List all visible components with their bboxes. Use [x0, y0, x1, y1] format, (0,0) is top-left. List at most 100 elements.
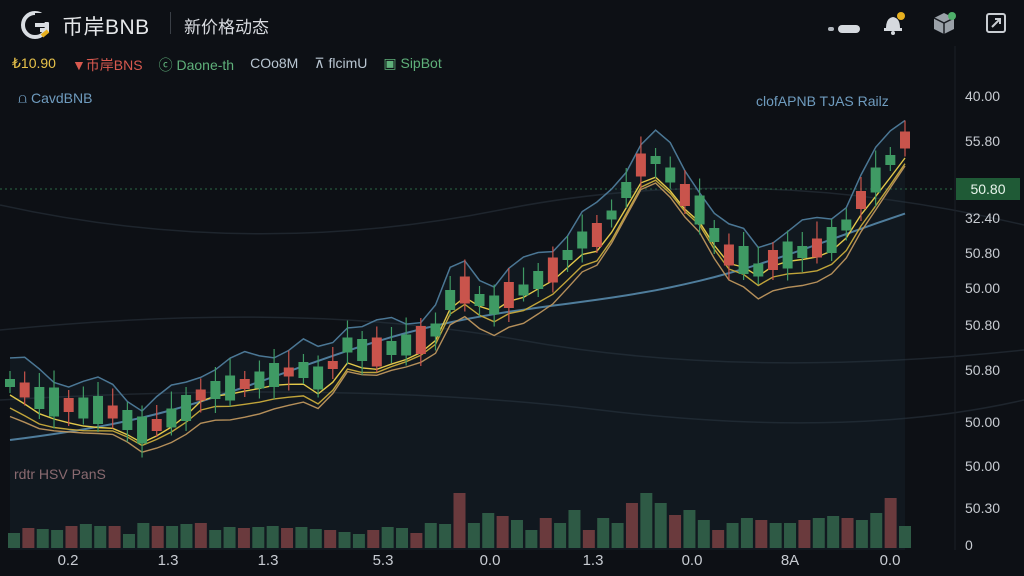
grid-curve	[0, 187, 1024, 235]
volume-bar	[381, 527, 394, 548]
legend-item[interactable]: ⓒ Daone-th	[158, 57, 235, 73]
candle-body	[635, 153, 646, 177]
candle-body	[5, 379, 15, 387]
candle-body	[606, 210, 617, 220]
candle-body	[782, 241, 793, 269]
candle-body	[518, 284, 529, 296]
volume-bar	[424, 523, 437, 548]
upper-band-line	[9, 119, 906, 413]
candle-body	[342, 337, 353, 353]
volume-bar	[22, 528, 35, 548]
volume-bar	[827, 516, 840, 548]
volume-bar	[281, 528, 294, 548]
candle-body	[797, 246, 808, 258]
y-axis-label: 50.00	[965, 414, 1000, 430]
y-axis-label: 50.00	[965, 280, 1000, 296]
volume-bar	[784, 523, 797, 548]
candle-body	[679, 184, 690, 206]
candle-body	[181, 395, 192, 421]
candle-body	[562, 250, 573, 260]
x-axis-label: 1.3	[582, 552, 604, 569]
candle-body	[166, 408, 177, 428]
candle-body	[445, 290, 456, 310]
legend-item[interactable]: ₺10.90	[12, 55, 56, 71]
volume-bar	[798, 520, 811, 548]
volume-bar	[712, 530, 725, 548]
share-icon[interactable]	[983, 10, 1009, 36]
candle-body	[137, 416, 148, 444]
volume-bar	[180, 524, 193, 548]
volume-bar	[237, 528, 250, 548]
candle-body	[78, 397, 89, 419]
volume-bar	[554, 523, 567, 548]
legend-item[interactable]: COo8M	[250, 55, 299, 71]
volume-bar	[683, 510, 696, 548]
indicator-legend: ₺10.90 ▼币岸BNS ⓒ Daone-th COo8M ⊼ flcimU …	[12, 55, 442, 75]
volume-bar	[884, 498, 897, 548]
legend-item[interactable]: ▣ SipBot	[383, 55, 442, 71]
toggle-icon[interactable]	[828, 24, 860, 34]
x-axis-label: 8A	[780, 552, 800, 569]
volume-bar	[582, 530, 595, 548]
y-axis-label: 50.80	[965, 362, 1000, 378]
grid-curve	[0, 316, 1024, 364]
candle-body	[900, 131, 910, 149]
candle-body	[547, 257, 558, 283]
candle-body	[767, 250, 778, 270]
candle-body	[415, 326, 426, 354]
candle-body	[298, 362, 309, 378]
volume-bar	[194, 523, 207, 548]
volume-bar	[611, 523, 624, 548]
volume-bar	[439, 524, 452, 548]
candle-body	[107, 405, 118, 419]
volume-bar	[625, 503, 638, 548]
volume-bar	[309, 529, 322, 548]
candle-body	[870, 167, 881, 193]
y-axis-label: 50.30	[965, 500, 1000, 516]
candle-body	[19, 382, 30, 398]
volume-bar	[870, 513, 883, 548]
candle-body	[122, 410, 133, 430]
candle-body	[709, 228, 720, 242]
legend-item[interactable]: ▼币岸BNS	[71, 57, 143, 73]
legend-item[interactable]: ⊼ flcimU	[314, 55, 368, 71]
y-axis-label: 0	[965, 537, 973, 553]
candle-body	[269, 363, 280, 387]
candle-body	[723, 244, 734, 266]
volume-bar	[453, 493, 466, 548]
volume-bar	[367, 530, 380, 548]
moving-average-line	[9, 163, 906, 447]
candle-body	[591, 223, 602, 247]
app-title: 币岸BNB	[62, 16, 150, 39]
volume-bar	[726, 523, 739, 548]
volume-bar	[410, 533, 423, 548]
candle-body	[459, 276, 470, 304]
cube-icon[interactable]	[931, 10, 957, 36]
x-axis-label: 1.3	[257, 552, 279, 569]
volume-bar	[65, 526, 78, 548]
candle-body	[841, 219, 852, 231]
volume-bar	[137, 523, 150, 548]
volume-bar	[295, 527, 308, 548]
volume-bar	[539, 518, 552, 548]
candle-body	[577, 231, 588, 249]
volume-bar	[812, 518, 825, 548]
bell-icon[interactable]	[880, 10, 906, 36]
y-axis-label: 40.00	[965, 88, 1000, 104]
volume-bar	[266, 526, 279, 548]
candle-body	[665, 167, 676, 183]
x-axis-label: 1.3	[157, 552, 179, 569]
volume-bar	[223, 527, 236, 548]
volume-bar	[482, 513, 495, 548]
candle-body	[533, 271, 544, 289]
logo-icon[interactable]	[20, 10, 50, 40]
volume-bar	[324, 530, 337, 548]
candle-body	[151, 419, 162, 431]
x-axis-label: 0.0	[879, 552, 901, 569]
volume-bar	[769, 523, 782, 548]
candle-body	[650, 156, 661, 164]
candle-body	[826, 227, 837, 253]
header-divider	[170, 12, 171, 34]
volume-bar	[79, 524, 92, 548]
